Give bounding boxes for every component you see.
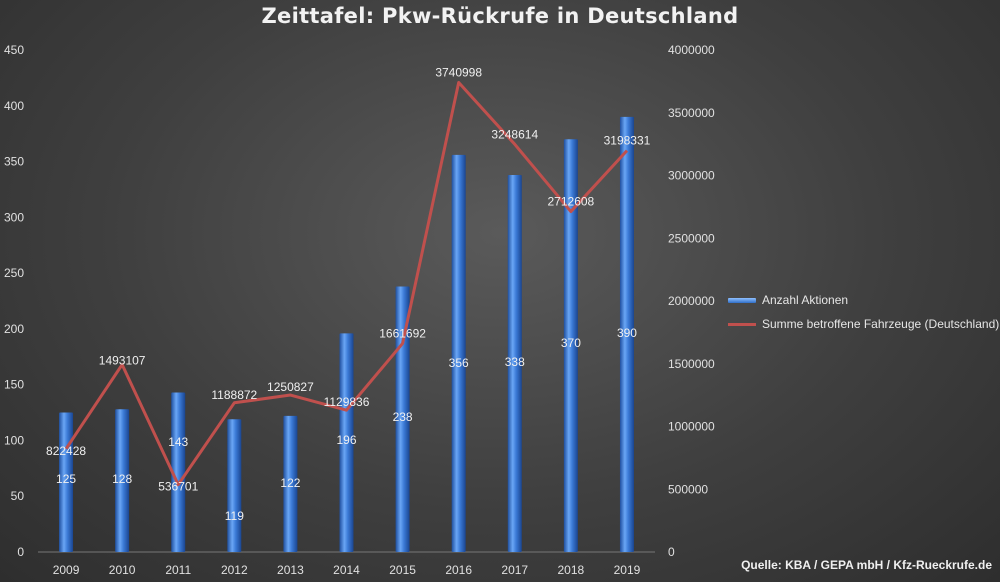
y-right-tick-label: 3000000	[668, 169, 715, 183]
y-left-tick-label: 0	[17, 545, 24, 559]
bar-data-label: 338	[505, 355, 525, 369]
legend-swatch-bars	[728, 297, 756, 303]
bar-data-label: 143	[168, 435, 188, 449]
bar	[283, 415, 298, 552]
bar-data-label: 196	[336, 433, 356, 447]
bar	[563, 139, 578, 552]
x-tick-label: 2010	[109, 563, 136, 577]
y-left-tick-label: 300	[4, 210, 24, 224]
y-left-tick-label: 400	[4, 99, 24, 113]
y-right-tick-label: 1000000	[668, 420, 715, 434]
bar-data-label: 238	[393, 410, 413, 424]
x-tick-label: 2015	[389, 563, 416, 577]
bar	[227, 419, 242, 552]
line-data-label: 1188872	[211, 388, 257, 402]
bar	[451, 154, 466, 552]
y-right-tick-label: 0	[668, 545, 675, 559]
x-tick-label: 2014	[333, 563, 360, 577]
x-tick-label: 2011	[165, 563, 191, 577]
source-note: Quelle: KBA / GEPA mbH / Kfz-Rueckrufe.d…	[741, 558, 992, 572]
line-data-label: 1250827	[267, 380, 314, 394]
legend-item-bars: Anzahl Aktionen	[728, 288, 999, 312]
line-data-label: 1129836	[324, 395, 370, 409]
y-left-tick-label: 150	[4, 378, 24, 392]
bar-data-label: 125	[56, 472, 76, 486]
bar	[339, 333, 354, 552]
y-left-tick-label: 350	[4, 155, 24, 169]
bar	[59, 412, 74, 552]
y-right-tick-label: 2500000	[668, 231, 715, 245]
x-tick-label: 2016	[445, 563, 472, 577]
line-data-label: 1661692	[379, 326, 426, 340]
line-data-label: 3248614	[491, 127, 538, 141]
y-left-tick-label: 250	[4, 266, 24, 280]
line-data-label: 3198331	[604, 134, 651, 148]
y-right-tick-label: 4000000	[668, 43, 715, 57]
legend: Anzahl Aktionen Summe betroffene Fahrzeu…	[728, 288, 999, 336]
legend-label-line: Summe betroffene Fahrzeuge (Deutschland)	[762, 317, 1000, 331]
y-right-tick-label: 3500000	[668, 106, 715, 120]
bar	[395, 286, 410, 552]
bar-data-label: 128	[112, 472, 132, 486]
x-tick-label: 2009	[53, 563, 80, 577]
legend-swatch-line	[728, 322, 756, 326]
y-right-tick-label: 500000	[668, 482, 708, 496]
bar-data-label: 119	[225, 509, 244, 523]
y-left-tick-label: 450	[4, 43, 24, 57]
line-data-label: 822428	[46, 444, 86, 458]
x-tick-label: 2019	[614, 563, 641, 577]
y-left-tick-label: 200	[4, 322, 24, 336]
line-series	[64, 81, 629, 487]
x-tick-label: 2018	[558, 563, 585, 577]
line-data-label: 536701	[158, 480, 198, 494]
y-left-tick-label: 50	[11, 489, 25, 503]
line-data-label: 2712608	[548, 195, 595, 209]
bar	[115, 409, 130, 552]
y-right-tick-label: 1500000	[668, 357, 715, 371]
y-left-tick-label: 100	[4, 433, 24, 447]
y-right-tick-label: 2000000	[668, 294, 715, 308]
bar	[619, 116, 634, 552]
bar	[171, 392, 186, 552]
bar	[507, 174, 522, 553]
x-tick-label: 2012	[221, 563, 248, 577]
x-tick-label: 2013	[277, 563, 304, 577]
x-tick-label: 2017	[501, 563, 528, 577]
chart-title: Zeittafel: Pkw-Rückrufe in Deutschland	[261, 4, 739, 28]
line-data-label: 1493107	[99, 354, 146, 368]
bar-data-label: 390	[617, 326, 637, 340]
line-data-label: 3740998	[435, 66, 482, 80]
legend-item-line: Summe betroffene Fahrzeuge (Deutschland)	[728, 312, 999, 336]
bar-data-label: 356	[449, 356, 469, 370]
bar-data-label: 370	[561, 336, 581, 350]
legend-label-bars: Anzahl Aktionen	[762, 293, 849, 307]
bar-data-label: 122	[280, 476, 300, 490]
